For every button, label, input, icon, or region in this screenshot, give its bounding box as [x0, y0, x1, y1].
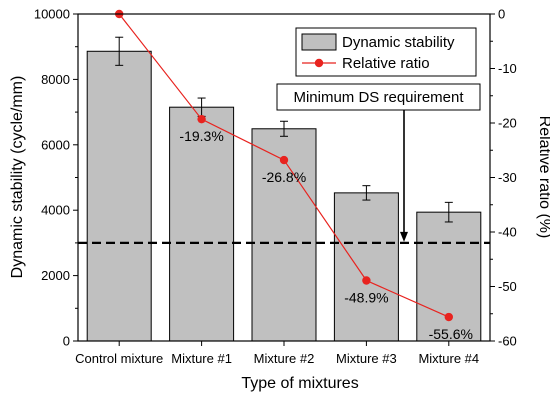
y-right-tick-label: -10	[498, 61, 517, 76]
legend-swatch-bar	[301, 33, 337, 51]
y-left-tick-label: 6000	[41, 137, 70, 152]
data-labels-layer: -19.3% -26.8% -48.9% -55.6%	[179, 128, 473, 342]
y-left-tick-label: 4000	[41, 203, 70, 218]
legend-label: Dynamic stability	[342, 34, 455, 51]
line-layer	[115, 9, 453, 322]
y-left-tick-label: 0	[63, 334, 70, 349]
y-right-tick-label: -30	[498, 170, 517, 185]
data-label: -26.8%	[262, 169, 306, 185]
x-tick-label: Mixture #2	[254, 351, 315, 366]
ratio-point	[279, 155, 289, 165]
x-axis-title: Type of mixtures	[241, 375, 358, 392]
bar	[169, 106, 235, 342]
y-left-tick-label: 8000	[41, 72, 70, 87]
annotation-box	[276, 83, 481, 111]
y-left-tick-label: 10000	[34, 7, 70, 22]
ratio-point	[197, 114, 206, 124]
annotation-arrow-head	[400, 231, 408, 242]
data-label: -55.6%	[429, 326, 473, 342]
legend-label: Relative ratio	[342, 55, 430, 72]
legend-swatch-point	[314, 58, 324, 68]
y-axis-left-title: Dynamic stability (cycle/mm)	[9, 76, 26, 279]
annotation-label: Minimum DS requirement	[293, 89, 464, 106]
y-axis-right-title: Relative ratio (%)	[536, 116, 550, 239]
y-right-tick-label: 0	[498, 7, 505, 22]
x-tick-label: Mixture #4	[418, 351, 479, 366]
y-right-tick-label: -50	[498, 279, 517, 294]
bars-layer	[86, 36, 482, 342]
axes-layer: 0 2000 4000 6000 8000 10000 0 -10 -20 -30 -40 -50 -6…	[34, 7, 517, 367]
y-right-tick-label: -60	[498, 334, 517, 349]
bar	[333, 192, 399, 342]
y-left-tick-label: 2000	[41, 268, 70, 283]
legend: Dynamic stability Relative ratio	[295, 27, 477, 77]
ratio-point	[362, 276, 371, 285]
y-right-tick-label: -40	[498, 225, 517, 240]
annotation-layer: Minimum DS requirement	[276, 83, 481, 242]
bar	[86, 50, 152, 342]
y-right-tick-label: -20	[498, 116, 517, 131]
bar	[416, 211, 482, 342]
x-tick-label: Mixture #1	[171, 351, 232, 366]
data-label: -48.9%	[344, 290, 388, 306]
x-tick-label: Control mixture	[75, 351, 163, 366]
ratio-point	[444, 312, 453, 322]
x-tick-label: Mixture #3	[336, 351, 397, 366]
data-label: -19.3%	[179, 128, 223, 144]
